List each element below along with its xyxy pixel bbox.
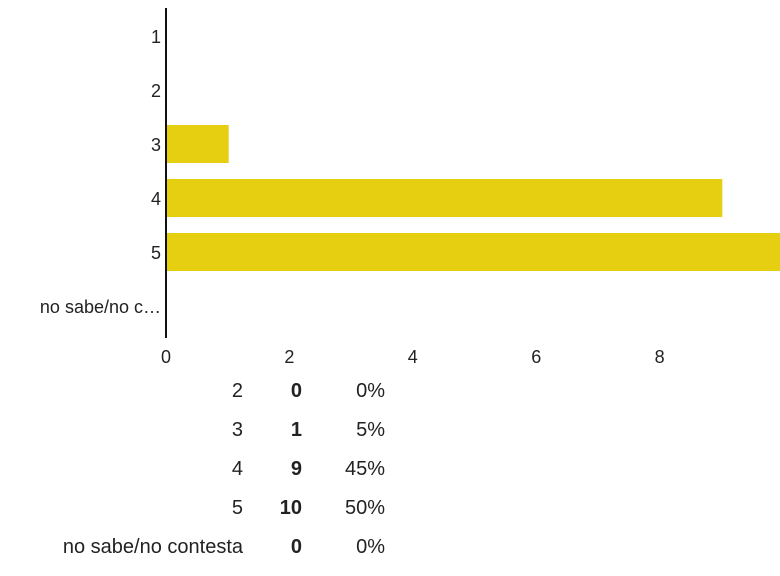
x-tick-label: 6 — [531, 347, 541, 367]
x-tick-label: 4 — [408, 347, 418, 367]
bar — [167, 233, 780, 271]
bar — [167, 179, 723, 217]
summary-count: 9 — [290, 458, 302, 480]
summary-percent: 5% — [356, 419, 385, 441]
summary-label: no sabe/no contesta — [62, 536, 243, 558]
summary-count: 1 — [290, 419, 302, 441]
x-tick-label: 2 — [284, 347, 294, 367]
summary-row: no sabe/no contesta 0 0% — [0, 532, 780, 562]
category-label: 1 — [151, 27, 161, 47]
summary-count: 0 — [290, 536, 302, 558]
summary-label: 3 — [231, 419, 243, 441]
x-tick-label: 0 — [161, 347, 171, 367]
summary-label: 2 — [231, 380, 243, 402]
summary-count: 0 — [290, 380, 302, 402]
category-label: 4 — [151, 189, 161, 209]
summary-percent: 50% — [344, 497, 385, 519]
bar — [167, 125, 229, 163]
summary-percent: 45% — [344, 458, 385, 480]
summary-row: 5 10 50% — [0, 493, 780, 523]
category-label: 3 — [151, 135, 161, 155]
summary-label: 5 — [231, 497, 243, 519]
summary-row: 3 1 5% — [0, 415, 780, 445]
bar-chart: 1 2 3 4 5 no sabe/no c… 0 2 4 6 8 — [40, 8, 780, 367]
summary-percent: 0% — [356, 380, 385, 402]
category-label: 2 — [151, 81, 161, 101]
summary-row: 2 0 0% — [0, 376, 780, 406]
summary-label: 4 — [231, 458, 243, 480]
summary-row: 4 9 45% — [0, 454, 780, 484]
category-label: no sabe/no c… — [40, 297, 161, 317]
summary-percent: 0% — [356, 536, 385, 558]
category-label: 5 — [151, 243, 161, 263]
x-tick-label: 8 — [655, 347, 665, 367]
summary-count: 10 — [279, 497, 302, 519]
